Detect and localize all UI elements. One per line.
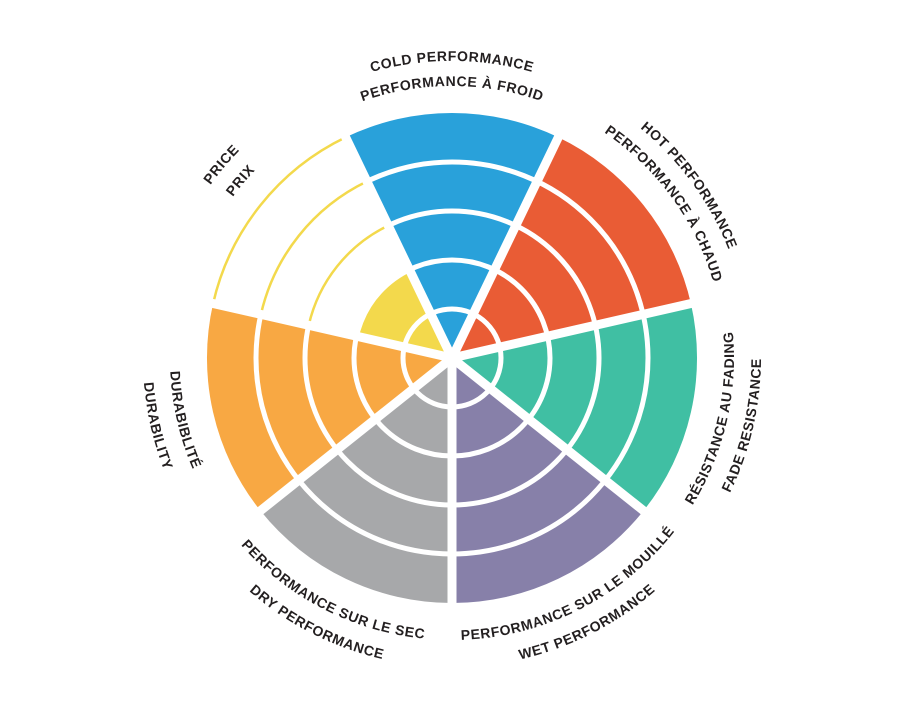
label-durability-fr: DURABIBLITÉ bbox=[167, 370, 205, 470]
sector-separator-0 bbox=[447, 128, 566, 360]
sector-durability bbox=[206, 303, 452, 511]
sector-hot-performance bbox=[452, 137, 691, 358]
unfilled-ring-outline-layer bbox=[211, 136, 389, 326]
sector-separator-4 bbox=[251, 354, 455, 520]
sector-wet-performance bbox=[452, 358, 644, 603]
sector-separator-2 bbox=[449, 354, 653, 520]
sector-layer bbox=[206, 113, 698, 603]
label-cold-performance-fr: PERFORMANCE À FROID bbox=[358, 73, 546, 104]
label-cold-performance-en: COLD PERFORMANCE bbox=[368, 48, 536, 75]
unfilled-ring-outline-price-3 bbox=[307, 224, 389, 326]
sector-separator-layer bbox=[204, 128, 700, 611]
sector-separator-5 bbox=[204, 297, 454, 363]
sector-cold-performance bbox=[345, 113, 559, 358]
sector-separator-6 bbox=[338, 128, 457, 360]
center-dot bbox=[447, 353, 457, 363]
unfilled-ring-outline-price-5 bbox=[211, 136, 347, 304]
sector-separator-1 bbox=[450, 297, 700, 363]
sector-dry-performance bbox=[260, 358, 452, 603]
unfilled-ring-outline-price-4 bbox=[259, 180, 368, 315]
sector-fade-resistance bbox=[452, 303, 698, 511]
